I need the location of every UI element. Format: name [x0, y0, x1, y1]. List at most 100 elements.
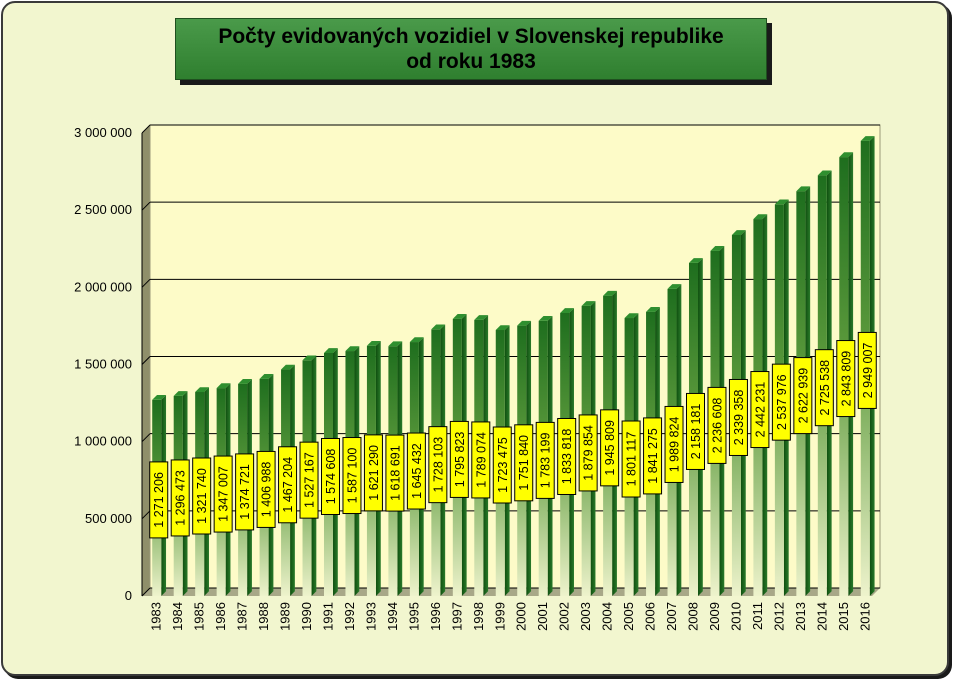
x-tick-label: 2015	[836, 602, 851, 631]
bar-top	[667, 284, 682, 289]
data-label-box	[600, 409, 620, 487]
y-tick-label: 2 000 000	[74, 279, 132, 294]
x-tick-label: 2000	[514, 602, 529, 631]
x-tick-label: 2011	[750, 602, 765, 630]
x-tick-label: 2009	[707, 602, 722, 631]
y-tick-label: 3 000 000	[74, 125, 132, 140]
x-tick-label: 1986	[213, 602, 228, 631]
x-tick-label: 1984	[170, 602, 185, 631]
data-label-box	[535, 421, 555, 499]
data-label: 1 271 206	[152, 472, 166, 528]
data-label-box	[342, 437, 362, 515]
data-label-box	[492, 426, 512, 504]
data-label-box	[643, 417, 663, 495]
data-label-box	[686, 392, 705, 470]
bar-top	[216, 383, 231, 389]
x-tick-label: 2008	[686, 602, 701, 631]
data-label-box	[621, 420, 641, 498]
data-label-box	[771, 363, 791, 441]
data-label: 1 728 103	[431, 437, 445, 493]
data-label: 2 949 007	[861, 343, 875, 399]
bar-top	[731, 230, 746, 235]
chart-title-line-1: Počty evidovaných vozidiel v Slovenskej …	[218, 25, 724, 48]
data-label: 1 618 691	[388, 445, 402, 501]
data-label-box	[192, 457, 212, 535]
bar-top	[581, 301, 596, 306]
x-tick-label: 1989	[278, 602, 293, 631]
bar-top	[323, 348, 338, 353]
x-tick-label: 2014	[814, 602, 829, 631]
data-label: 1 879 854	[582, 425, 596, 481]
data-label-box	[321, 437, 340, 515]
data-label-box	[857, 331, 877, 409]
gridline-wall	[141, 510, 151, 520]
data-label-box	[406, 432, 426, 510]
y-tick-label: 1 000 000	[74, 434, 132, 449]
data-label-box	[793, 357, 813, 435]
x-tick-label: 2010	[728, 602, 743, 631]
x-tick-label: 1985	[192, 602, 207, 631]
y-tick-label: 2 500 000	[74, 202, 132, 217]
bar-top	[302, 355, 317, 361]
data-label: 1 789 074	[474, 432, 488, 488]
bar-top	[195, 387, 209, 393]
data-label-box	[750, 371, 770, 449]
x-tick-label: 1994	[385, 602, 400, 631]
data-label: 1 296 473	[174, 470, 188, 526]
data-label: 1 347 007	[217, 466, 231, 522]
data-label-box	[557, 417, 577, 495]
x-tick-label: 2016	[857, 602, 872, 631]
bar-top	[817, 170, 832, 176]
bar-top	[495, 325, 510, 331]
bar-top	[517, 320, 532, 326]
x-tick-label: 1997	[449, 602, 464, 631]
data-label: 1 751 840	[517, 435, 531, 491]
data-label: 1 723 475	[496, 437, 510, 493]
data-label-box	[471, 421, 491, 499]
data-label-box	[428, 426, 448, 504]
bar-top	[560, 308, 574, 313]
data-label: 1 783 199	[539, 433, 553, 489]
data-label-box	[256, 450, 276, 528]
plot-floor	[142, 588, 880, 596]
gridline-wall	[141, 278, 151, 288]
x-tick-label: 1998	[471, 602, 486, 631]
x-tick-label: 1983	[149, 602, 164, 631]
data-label: 1 833 818	[560, 429, 574, 485]
bar-top	[860, 136, 875, 141]
data-label: 1 406 988	[260, 462, 274, 518]
bar-top	[345, 346, 360, 352]
y-tick-label: 1 500 000	[74, 357, 132, 372]
data-label-box	[728, 378, 748, 456]
bar-top	[688, 258, 703, 263]
x-tick-label: 2013	[793, 602, 808, 631]
x-tick-label: 1996	[428, 602, 443, 631]
bar-top	[388, 341, 403, 347]
x-tick-label: 2001	[535, 602, 550, 631]
bar-top	[431, 324, 446, 330]
bar-top	[796, 186, 811, 192]
gridline-wall	[141, 201, 151, 211]
x-tick-label: 1995	[406, 602, 421, 631]
data-label-box	[363, 434, 383, 512]
data-label-box	[449, 420, 469, 498]
data-label: 1 795 823	[453, 432, 467, 488]
data-label-box	[836, 340, 856, 418]
bar-top	[624, 313, 639, 319]
x-tick-label: 1991	[321, 602, 336, 631]
data-label: 1 587 100	[345, 448, 359, 504]
x-tick-label: 1990	[299, 602, 314, 631]
data-label: 2 236 608	[710, 398, 724, 454]
data-label-box	[385, 434, 405, 512]
x-tick-label: 2004	[600, 602, 615, 631]
bar-top	[152, 395, 167, 400]
y-tick-label: 500 000	[85, 511, 132, 526]
gridline-wall	[141, 433, 151, 443]
data-label: 1 645 432	[410, 443, 424, 499]
chart-title-line-2: od roku 1983	[406, 50, 536, 73]
x-tick-label: 1987	[235, 602, 250, 631]
data-label: 2 442 231	[753, 382, 767, 438]
gridline-wall	[141, 124, 151, 134]
bar-top	[409, 337, 424, 343]
bar-top	[839, 152, 854, 158]
